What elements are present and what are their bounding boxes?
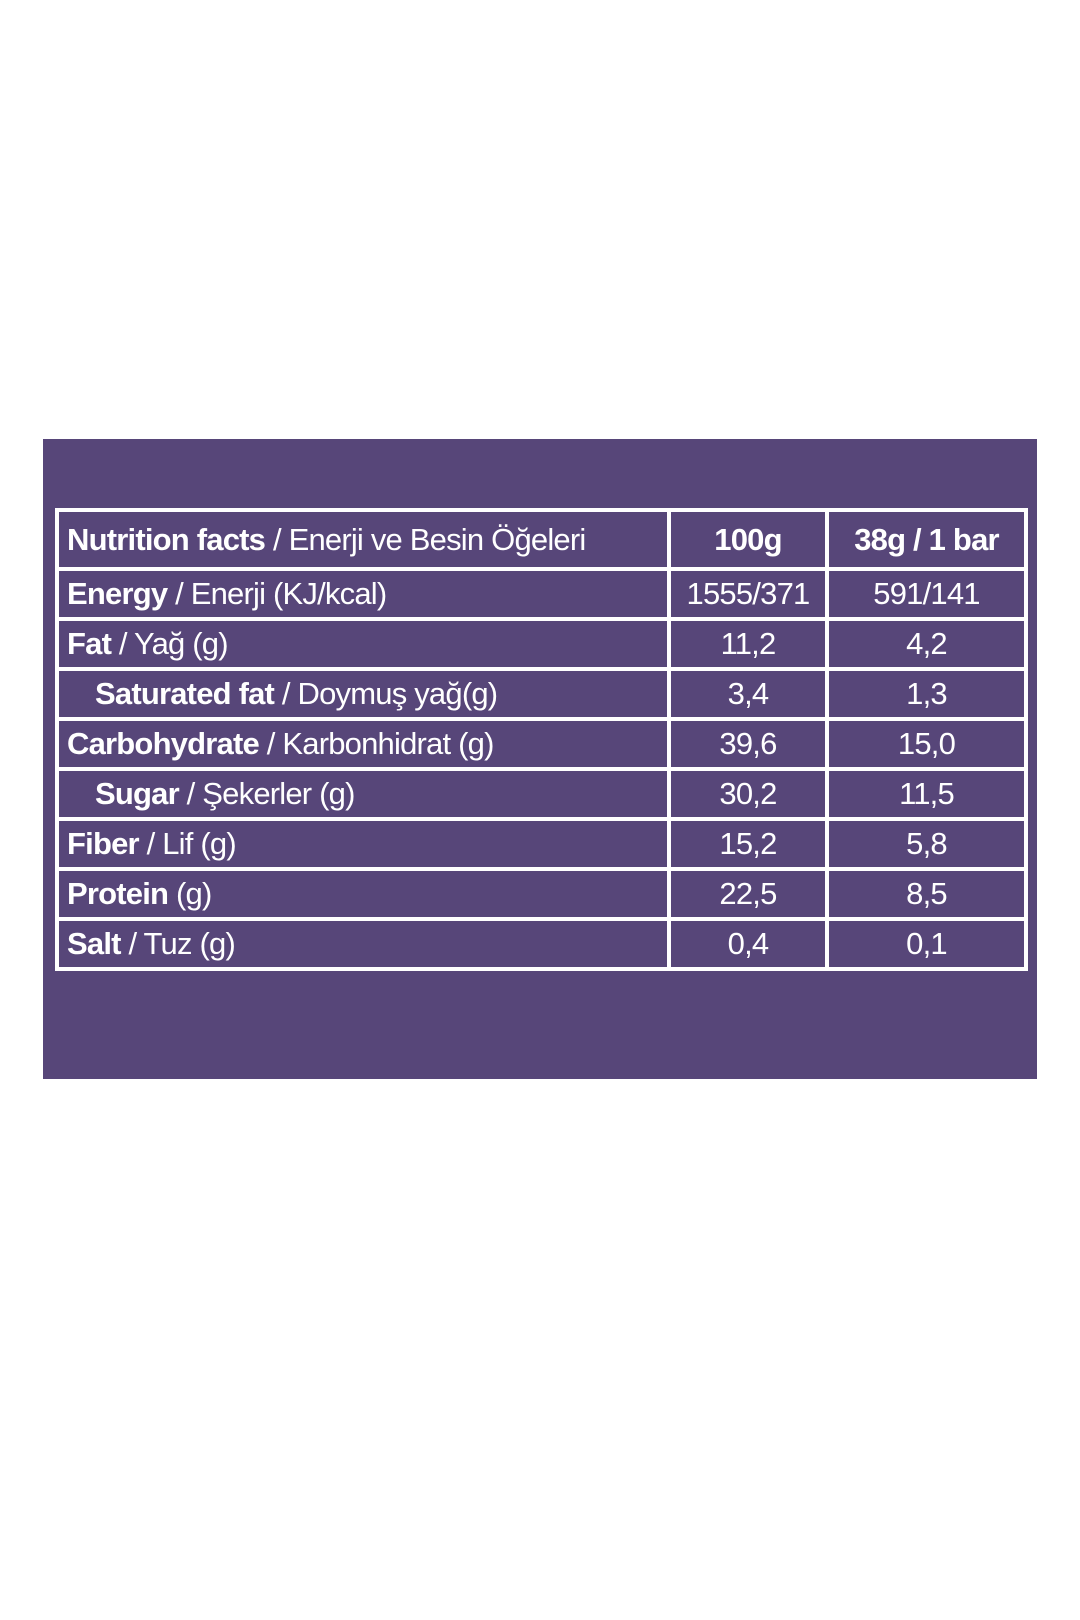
row: Fiber / Lif (g) 15,2 5,8 [55, 817, 1028, 871]
label-rest: / Yağ (g) [111, 626, 229, 661]
label-bold: Carbohydrate [67, 726, 260, 761]
value-100g: 22,5 [667, 867, 829, 921]
row-label: Fat / Yağ (g) [55, 617, 671, 671]
value-100g: 0,4 [667, 917, 829, 971]
row-label: Energy / Enerji (KJ/kcal) [55, 567, 671, 621]
row: Fat / Yağ (g) 11,2 4,2 [55, 617, 1028, 671]
value-per-bar: 8,5 [825, 867, 1028, 921]
label-bold: Nutrition facts [67, 521, 266, 557]
value-per-bar: 15,0 [825, 717, 1028, 771]
header-label: Nutrition facts / Enerji ve Besin Öğeler… [55, 508, 671, 571]
row-label: Salt / Tuz (g) [55, 917, 671, 971]
value-100g: 3,4 [667, 667, 829, 721]
value-100g: 1555/371 [667, 567, 829, 621]
value-per-bar: 11,5 [825, 767, 1028, 821]
nutrition-table: Nutrition facts / Enerji ve Besin Öğeler… [55, 508, 1028, 971]
label-rest: / Tuz (g) [120, 926, 235, 961]
row: Energy / Enerji (KJ/kcal) 1555/371 591/141 [55, 567, 1028, 621]
sub-row: Saturated fat / Doymuş yağ(g) 3,4 1,3 [55, 667, 1028, 721]
label-bold: Fat [67, 626, 112, 661]
value-per-bar: 1,3 [825, 667, 1028, 721]
label-rest: / Karbonhidrat (g) [258, 726, 495, 761]
row-label: Carbohydrate / Karbonhidrat (g) [55, 717, 671, 771]
row-label: Fiber / Lif (g) [55, 817, 671, 871]
row: Carbohydrate / Karbonhidrat (g) 39,6 15,0 [55, 717, 1028, 771]
label-bold: Salt [67, 926, 121, 961]
value-per-bar: 4,2 [825, 617, 1028, 671]
row-label: Saturated fat / Doymuş yağ(g) [55, 667, 671, 721]
value-100g: 30,2 [667, 767, 829, 821]
label-bold: Protein [67, 876, 169, 911]
label-rest: / Enerji (KJ/kcal) [167, 576, 387, 611]
label-rest: / Lif (g) [138, 826, 237, 861]
row-label: Sugar / Şekerler (g) [55, 767, 671, 821]
value-100g: 15,2 [667, 817, 829, 871]
row: Salt / Tuz (g) 0,4 0,1 [55, 917, 1028, 971]
label-rest: / Şekerler (g) [178, 776, 356, 811]
label-bold: Fiber [67, 826, 140, 861]
label-rest: / Enerji ve Besin Öğeleri [265, 521, 586, 557]
nutrition-panel: Nutrition facts / Enerji ve Besin Öğeler… [43, 439, 1037, 1079]
label-rest: / Doymuş yağ(g) [274, 676, 498, 711]
value-100g: 39,6 [667, 717, 829, 771]
row-label: Protein (g) [55, 867, 671, 921]
value-per-bar: 0,1 [825, 917, 1028, 971]
label-bold: Energy [67, 576, 168, 611]
header-row: Nutrition facts / Enerji ve Besin Öğeler… [55, 508, 1028, 571]
value-per-bar: 591/141 [825, 567, 1028, 621]
label-bold: Saturated fat [95, 676, 275, 711]
row: Protein (g) 22,5 8,5 [55, 867, 1028, 921]
value-per-bar: 5,8 [825, 817, 1028, 871]
label-bold: Sugar [95, 776, 180, 811]
label-rest: (g) [168, 876, 212, 911]
header-col: 100g [667, 508, 829, 571]
header-col: 38g / 1 bar [825, 508, 1028, 571]
value-100g: 11,2 [667, 617, 829, 671]
sub-row: Sugar / Şekerler (g) 30,2 11,5 [55, 767, 1028, 821]
